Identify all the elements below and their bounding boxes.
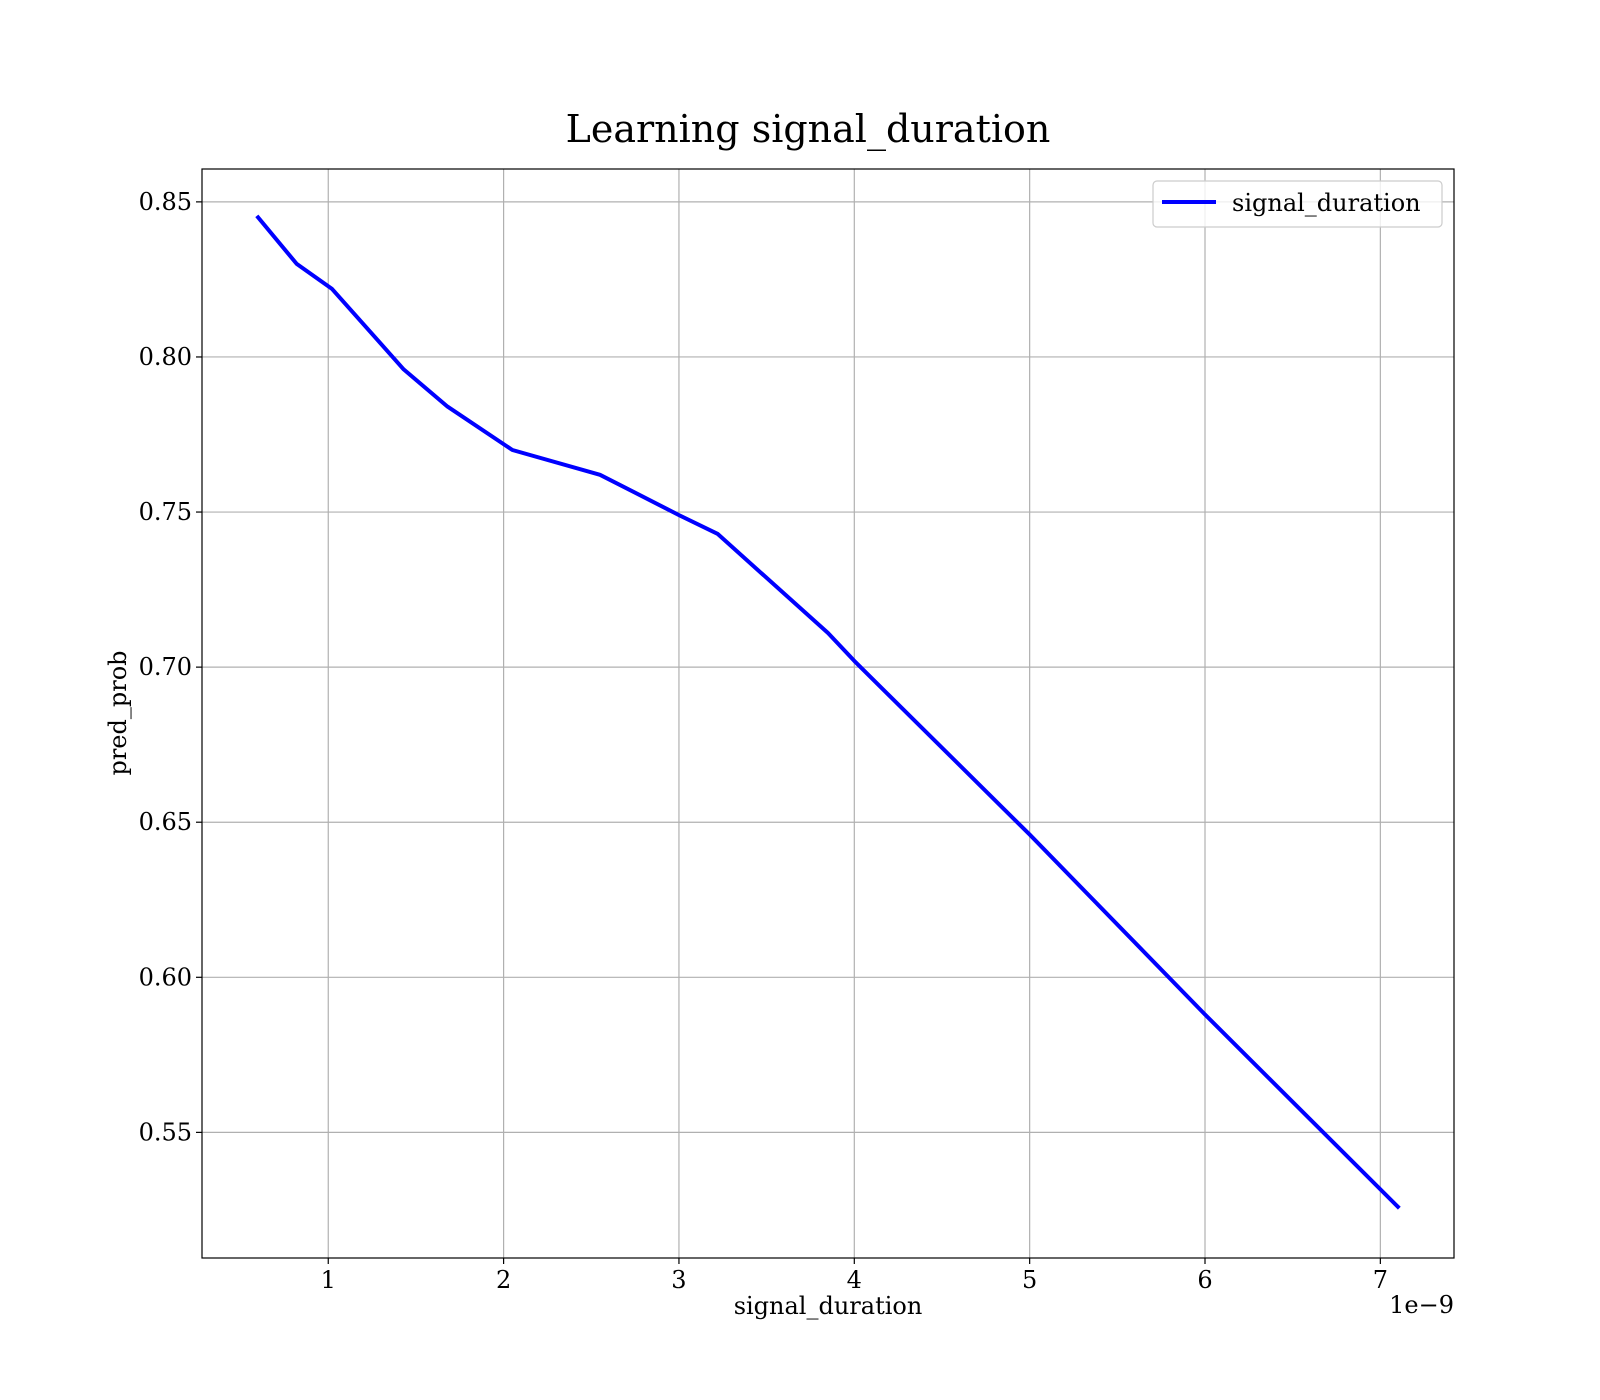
x-axis-ticks: 1 2 3 4 5 6 7 [321, 1258, 1388, 1294]
grid [202, 169, 1454, 1258]
y-tick-label: 0.75 [139, 498, 192, 526]
legend: signal_duration [1152, 180, 1443, 228]
x-tick-label: 3 [671, 1266, 686, 1294]
x-tick-label: 4 [847, 1266, 862, 1294]
x-tick-label: 7 [1373, 1266, 1388, 1294]
x-tick-label: 2 [496, 1266, 511, 1294]
y-tick-label: 0.80 [139, 343, 192, 371]
legend-label-signal-duration: signal_duration [1232, 189, 1421, 217]
y-axis-label: pred_prob [104, 650, 132, 775]
legend-box [1152, 180, 1443, 228]
x-axis-label: signal_duration [734, 1292, 923, 1320]
y-tick-label: 0.60 [139, 963, 192, 991]
y-axis-ticks: 0.55 0.60 0.65 0.70 0.75 0.80 0.85 [139, 188, 202, 1146]
x-tick-label: 5 [1022, 1266, 1037, 1294]
plot-frame [201, 168, 1455, 1259]
x-tick-label: 6 [1197, 1266, 1212, 1294]
y-tick-label: 0.85 [139, 188, 192, 216]
y-tick-label: 0.65 [139, 808, 192, 836]
y-tick-label: 0.55 [139, 1118, 192, 1146]
chart-title: Learning signal_duration [566, 107, 1051, 152]
series-line-signal-duration [255, 214, 1401, 1210]
x-tick-label: 1 [321, 1266, 336, 1294]
series-layer [255, 214, 1401, 1210]
x-axis-offset-text: 1e−9 [1389, 1291, 1454, 1319]
y-tick-label: 0.70 [139, 653, 192, 681]
